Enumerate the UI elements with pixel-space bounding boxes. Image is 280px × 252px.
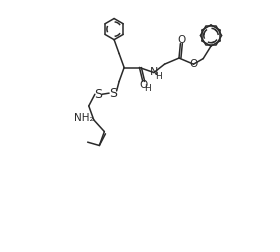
Text: NH₂: NH₂ bbox=[74, 113, 94, 123]
Text: N: N bbox=[150, 67, 158, 77]
Text: S: S bbox=[109, 87, 117, 100]
Text: H: H bbox=[144, 84, 151, 93]
Text: S: S bbox=[95, 88, 102, 101]
Text: O: O bbox=[139, 80, 148, 90]
Text: O: O bbox=[177, 35, 185, 45]
Text: O: O bbox=[189, 59, 197, 69]
Text: H: H bbox=[156, 72, 162, 81]
